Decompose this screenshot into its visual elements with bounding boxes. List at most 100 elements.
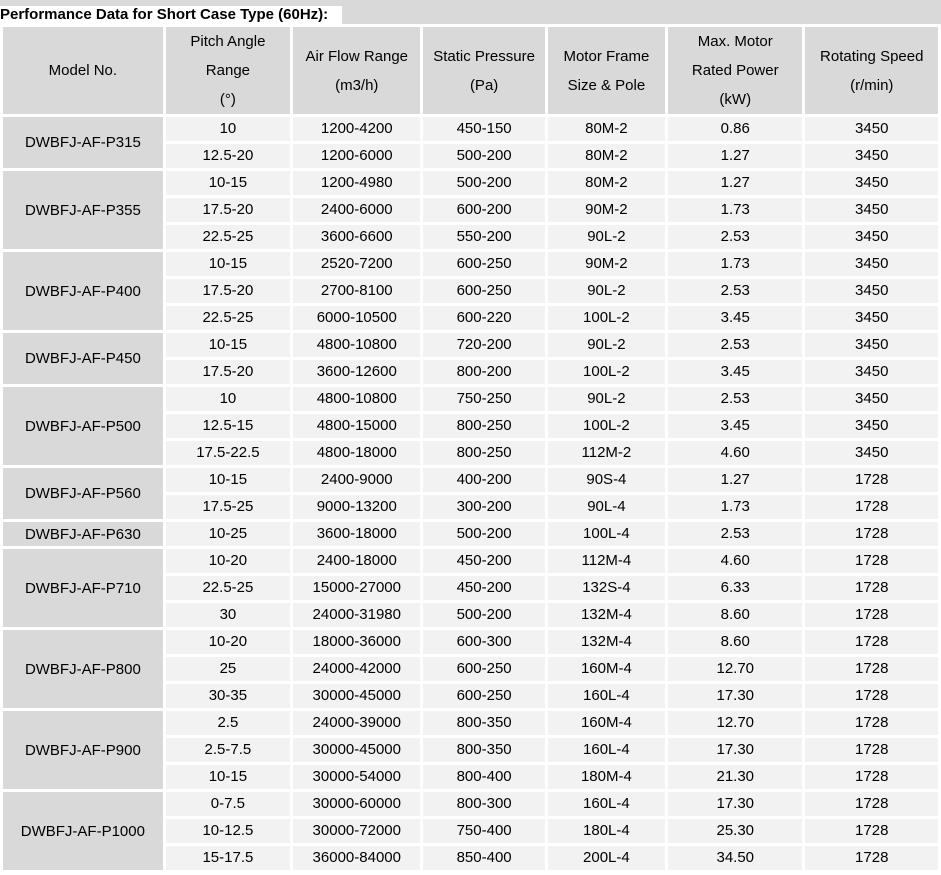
data-cell: 3450 — [805, 252, 938, 276]
data-cell: 1728 — [805, 576, 938, 600]
data-cell: 1.73 — [668, 252, 803, 276]
data-cell: 80M-2 — [547, 171, 666, 195]
data-cell: 25 — [165, 657, 291, 681]
data-cell: 3450 — [805, 171, 938, 195]
header-cell-6: Rotating Speed (r/min) — [805, 27, 938, 114]
data-cell: 10-15 — [165, 468, 291, 492]
data-cell: 4800-10800 — [293, 333, 421, 357]
data-cell: 800-300 — [423, 792, 545, 816]
data-cell: 112M-4 — [547, 549, 666, 573]
data-cell: 30000-60000 — [293, 792, 421, 816]
data-cell: 34.50 — [668, 846, 803, 870]
table-row: DWBFJ-AF-P500 10 4800-10800 750-250 90L-2 2.5… — [3, 387, 938, 465]
data-cell: 1200-4200 — [293, 117, 421, 141]
data-cell: 24000-31980 — [293, 603, 421, 627]
data-cell: 0.86 — [668, 117, 803, 141]
data-cell: 3.45 — [668, 306, 803, 330]
table-row: 17.5-20 3600-12600 800-200 100L-2 3.45 3450 — [3, 360, 938, 384]
data-cell: 850-400 — [423, 846, 545, 870]
data-cell: 6000-10500 — [293, 306, 421, 330]
data-cell: 1.27 — [668, 171, 803, 195]
model-cell: DWBFJ-AF-P560 — [3, 468, 163, 519]
data-cell: 80M-2 — [547, 117, 666, 141]
header-cell-2: Air Flow Range (m3/h) — [293, 27, 421, 114]
data-cell: 160L-4 — [547, 738, 666, 762]
table-row: DWBFJ-AF-P1000 0-7.5 30000-60000 800-300 160… — [3, 792, 938, 870]
header-line: Range — [205, 62, 250, 79]
model-cell: DWBFJ-AF-P800 — [3, 630, 163, 708]
header-line: (r/min) — [850, 76, 894, 94]
data-cell: 10-12.5 — [165, 819, 291, 843]
table-row: 10-12.5 30000-72000 750-400 180L-4 25.30 1728 — [3, 819, 938, 843]
data-cell: 200L-4 — [547, 846, 666, 870]
data-cell: 1728 — [805, 846, 938, 870]
header-line: Model No. — [48, 62, 118, 79]
data-cell: 160M-4 — [547, 657, 666, 681]
data-cell: 17.5-25 — [165, 495, 291, 519]
table-row: DWBFJ-AF-P450 10-15 4800-10800 720-200 90L-2… — [3, 333, 938, 384]
data-cell: 90L-4 — [547, 495, 666, 519]
data-cell: 3450 — [805, 144, 938, 168]
data-cell: 10-15 — [165, 765, 291, 789]
data-cell: 2400-6000 — [293, 198, 421, 222]
data-cell: 3.45 — [668, 360, 803, 384]
header-line: Air Flow Range — [305, 47, 409, 65]
data-cell: 1.73 — [668, 495, 803, 519]
table-row: 30 24000-31980 500-200 132M-4 8.60 1728 — [3, 603, 938, 627]
data-cell: 8.60 — [668, 630, 803, 654]
data-cell: 800-250 — [423, 441, 545, 465]
data-cell: 132M-4 — [547, 603, 666, 627]
data-cell: 600-250 — [423, 657, 545, 681]
header-line: (kW) — [719, 91, 752, 108]
data-cell: 720-200 — [423, 333, 545, 357]
table-row: 17.5-22.5 4800-18000 800-250 112M-2 4.60 3450 — [3, 441, 938, 465]
data-cell: 500-200 — [423, 144, 545, 168]
data-cell: 1.73 — [668, 198, 803, 222]
data-cell: 180L-4 — [547, 819, 666, 843]
data-cell: 4.60 — [668, 441, 803, 465]
data-cell: 2400-9000 — [293, 468, 421, 492]
data-cell: 3450 — [805, 198, 938, 222]
data-cell: 10-20 — [165, 549, 291, 573]
table-row: DWBFJ-AF-P315 10 1200-4200 450-150 80M-2 0.86… — [3, 117, 938, 168]
data-cell: 800-400 — [423, 765, 545, 789]
data-cell: 21.30 — [668, 765, 803, 789]
data-cell: 22.5-25 — [165, 576, 291, 600]
data-cell: 3450 — [805, 333, 938, 357]
data-cell: 10-25 — [165, 522, 291, 546]
data-cell: 2400-18000 — [293, 549, 421, 573]
data-cell: 15-17.5 — [165, 846, 291, 870]
data-cell: 750-250 — [423, 387, 545, 411]
data-cell: 500-200 — [423, 522, 545, 546]
data-cell: 160L-4 — [547, 684, 666, 708]
data-cell: 160M-4 — [547, 711, 666, 735]
data-cell: 90M-2 — [547, 252, 666, 276]
table-row: 12.5-15 4800-15000 800-250 100L-2 3.45 3450 — [3, 414, 938, 438]
data-cell: 3450 — [805, 387, 938, 411]
header-line: (°) — [219, 91, 236, 108]
table-row: DWBFJ-AF-P355 10-15 1200-4980 500-200 80M-2 1… — [3, 171, 938, 249]
data-cell: 90L-2 — [547, 387, 666, 411]
data-cell: 1728 — [805, 765, 938, 789]
table-row: 22.5-25 15000-27000 450-200 132S-4 6.33 1728 — [3, 576, 938, 600]
header-line: Rated Power — [691, 62, 779, 79]
data-cell: 1728 — [805, 495, 938, 519]
table-row: 30-35 30000-45000 600-250 160L-4 17.30 1728 — [3, 684, 938, 708]
header-cell-1: Pitch Angle Range (°) — [165, 27, 291, 114]
header-line: Max. Motor — [697, 33, 773, 50]
data-cell: 600-220 — [423, 306, 545, 330]
header-line: Static Pressure — [433, 47, 535, 65]
table-row: 17.5-20 2400-6000 600-200 90M-2 1.73 3450 — [3, 198, 938, 222]
data-cell: 800-250 — [423, 414, 545, 438]
data-cell: 3600-18000 — [293, 522, 421, 546]
header-cell-4: Motor Frame Size & Pole — [547, 27, 666, 114]
data-cell: 160L-4 — [547, 792, 666, 816]
data-cell: 4800-18000 — [293, 441, 421, 465]
data-cell: 24000-42000 — [293, 657, 421, 681]
header-cell-5: Max. Motor Rated Power (kW) — [668, 27, 803, 114]
data-cell: 2.53 — [668, 225, 803, 249]
data-cell: 3600-12600 — [293, 360, 421, 384]
data-cell: 2.5 — [165, 711, 291, 735]
data-cell: 1.27 — [668, 468, 803, 492]
header-line: (Pa) — [469, 76, 499, 94]
